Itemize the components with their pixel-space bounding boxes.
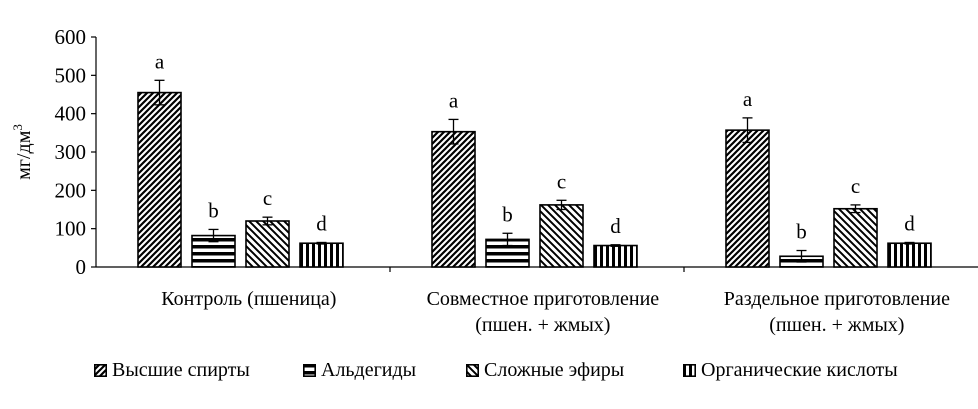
bar <box>431 130 476 268</box>
bar <box>725 129 770 268</box>
x-category-label: (пшен. + жмых) <box>769 314 904 336</box>
x-category-label: Совместное приготовление <box>427 288 660 310</box>
bar-data-label: a <box>743 87 753 111</box>
y-tick-label: 100 <box>55 217 87 241</box>
bar-data-label: c <box>263 186 272 210</box>
legend: Высшие спирты Альдегиды Сложные эфиры Орган… <box>0 350 978 390</box>
legend-swatch <box>303 363 316 377</box>
bar-data-label: a <box>449 88 459 112</box>
bar-data-label: c <box>557 169 566 193</box>
x-category-label: Контроль (пшеница) <box>161 288 336 310</box>
bar-data-label: b <box>796 220 807 244</box>
legend-label: Альдегиды <box>321 358 417 381</box>
chart: 0 100 200 300 400 500 600 Контроль (пшеница) Со… <box>10 25 978 336</box>
bars: a a a b b b c c c d d d <box>137 49 932 268</box>
legend-label: Органические кислоты <box>701 358 898 381</box>
bar-data-label: b <box>502 202 513 226</box>
legend-item: Сложные эфиры <box>466 358 624 382</box>
y-tick-label: 600 <box>55 25 87 49</box>
legend-item: Альдегиды <box>303 358 416 382</box>
bar <box>539 204 584 268</box>
y-tick-label: 0 <box>76 255 87 279</box>
bar-data-label: d <box>904 211 915 235</box>
bar-data-label: d <box>316 211 327 235</box>
y-tick-label: 300 <box>55 140 87 164</box>
bar <box>833 207 878 268</box>
x-category-label: Раздельное приготовление <box>724 288 950 310</box>
legend-label: Высшие спирты <box>112 358 250 381</box>
legend-item: Высшие спирты <box>94 358 250 382</box>
y-tick-label: 500 <box>55 63 87 87</box>
y-axis-label-superscript: 3 <box>10 124 25 131</box>
bar <box>299 242 344 268</box>
bar <box>245 220 290 268</box>
legend-swatch-fill <box>303 363 316 377</box>
legend-swatch-fill <box>683 363 696 377</box>
bar-data-label: d <box>610 214 621 238</box>
legend-swatch-fill <box>94 363 107 377</box>
bar <box>887 242 932 268</box>
x-axis: Контроль (пшеница) Совместное приготовлен… <box>96 266 978 336</box>
legend-swatch <box>466 363 479 377</box>
legend-swatch <box>94 363 107 377</box>
legend-swatch-fill <box>466 363 479 377</box>
y-axis: 0 100 200 300 400 500 600 <box>55 25 97 279</box>
bar-data-label: a <box>155 49 165 73</box>
bar <box>137 91 182 268</box>
y-axis-label-text: мг/дм3 <box>10 124 35 180</box>
y-axis-label-unit: мг/дм <box>13 130 35 180</box>
x-category-label: (пшен. + жмых) <box>475 314 610 336</box>
legend-item: Органические кислоты <box>683 358 898 382</box>
y-tick-label: 400 <box>55 102 87 126</box>
bar-data-label: c <box>851 174 860 198</box>
y-tick-label: 200 <box>55 178 87 202</box>
bar <box>593 244 638 268</box>
legend-label: Сложные эфиры <box>484 358 625 381</box>
legend-swatch <box>683 363 696 377</box>
bar-data-label: b <box>208 198 219 222</box>
y-axis-label: мг/дм3 <box>10 124 35 180</box>
